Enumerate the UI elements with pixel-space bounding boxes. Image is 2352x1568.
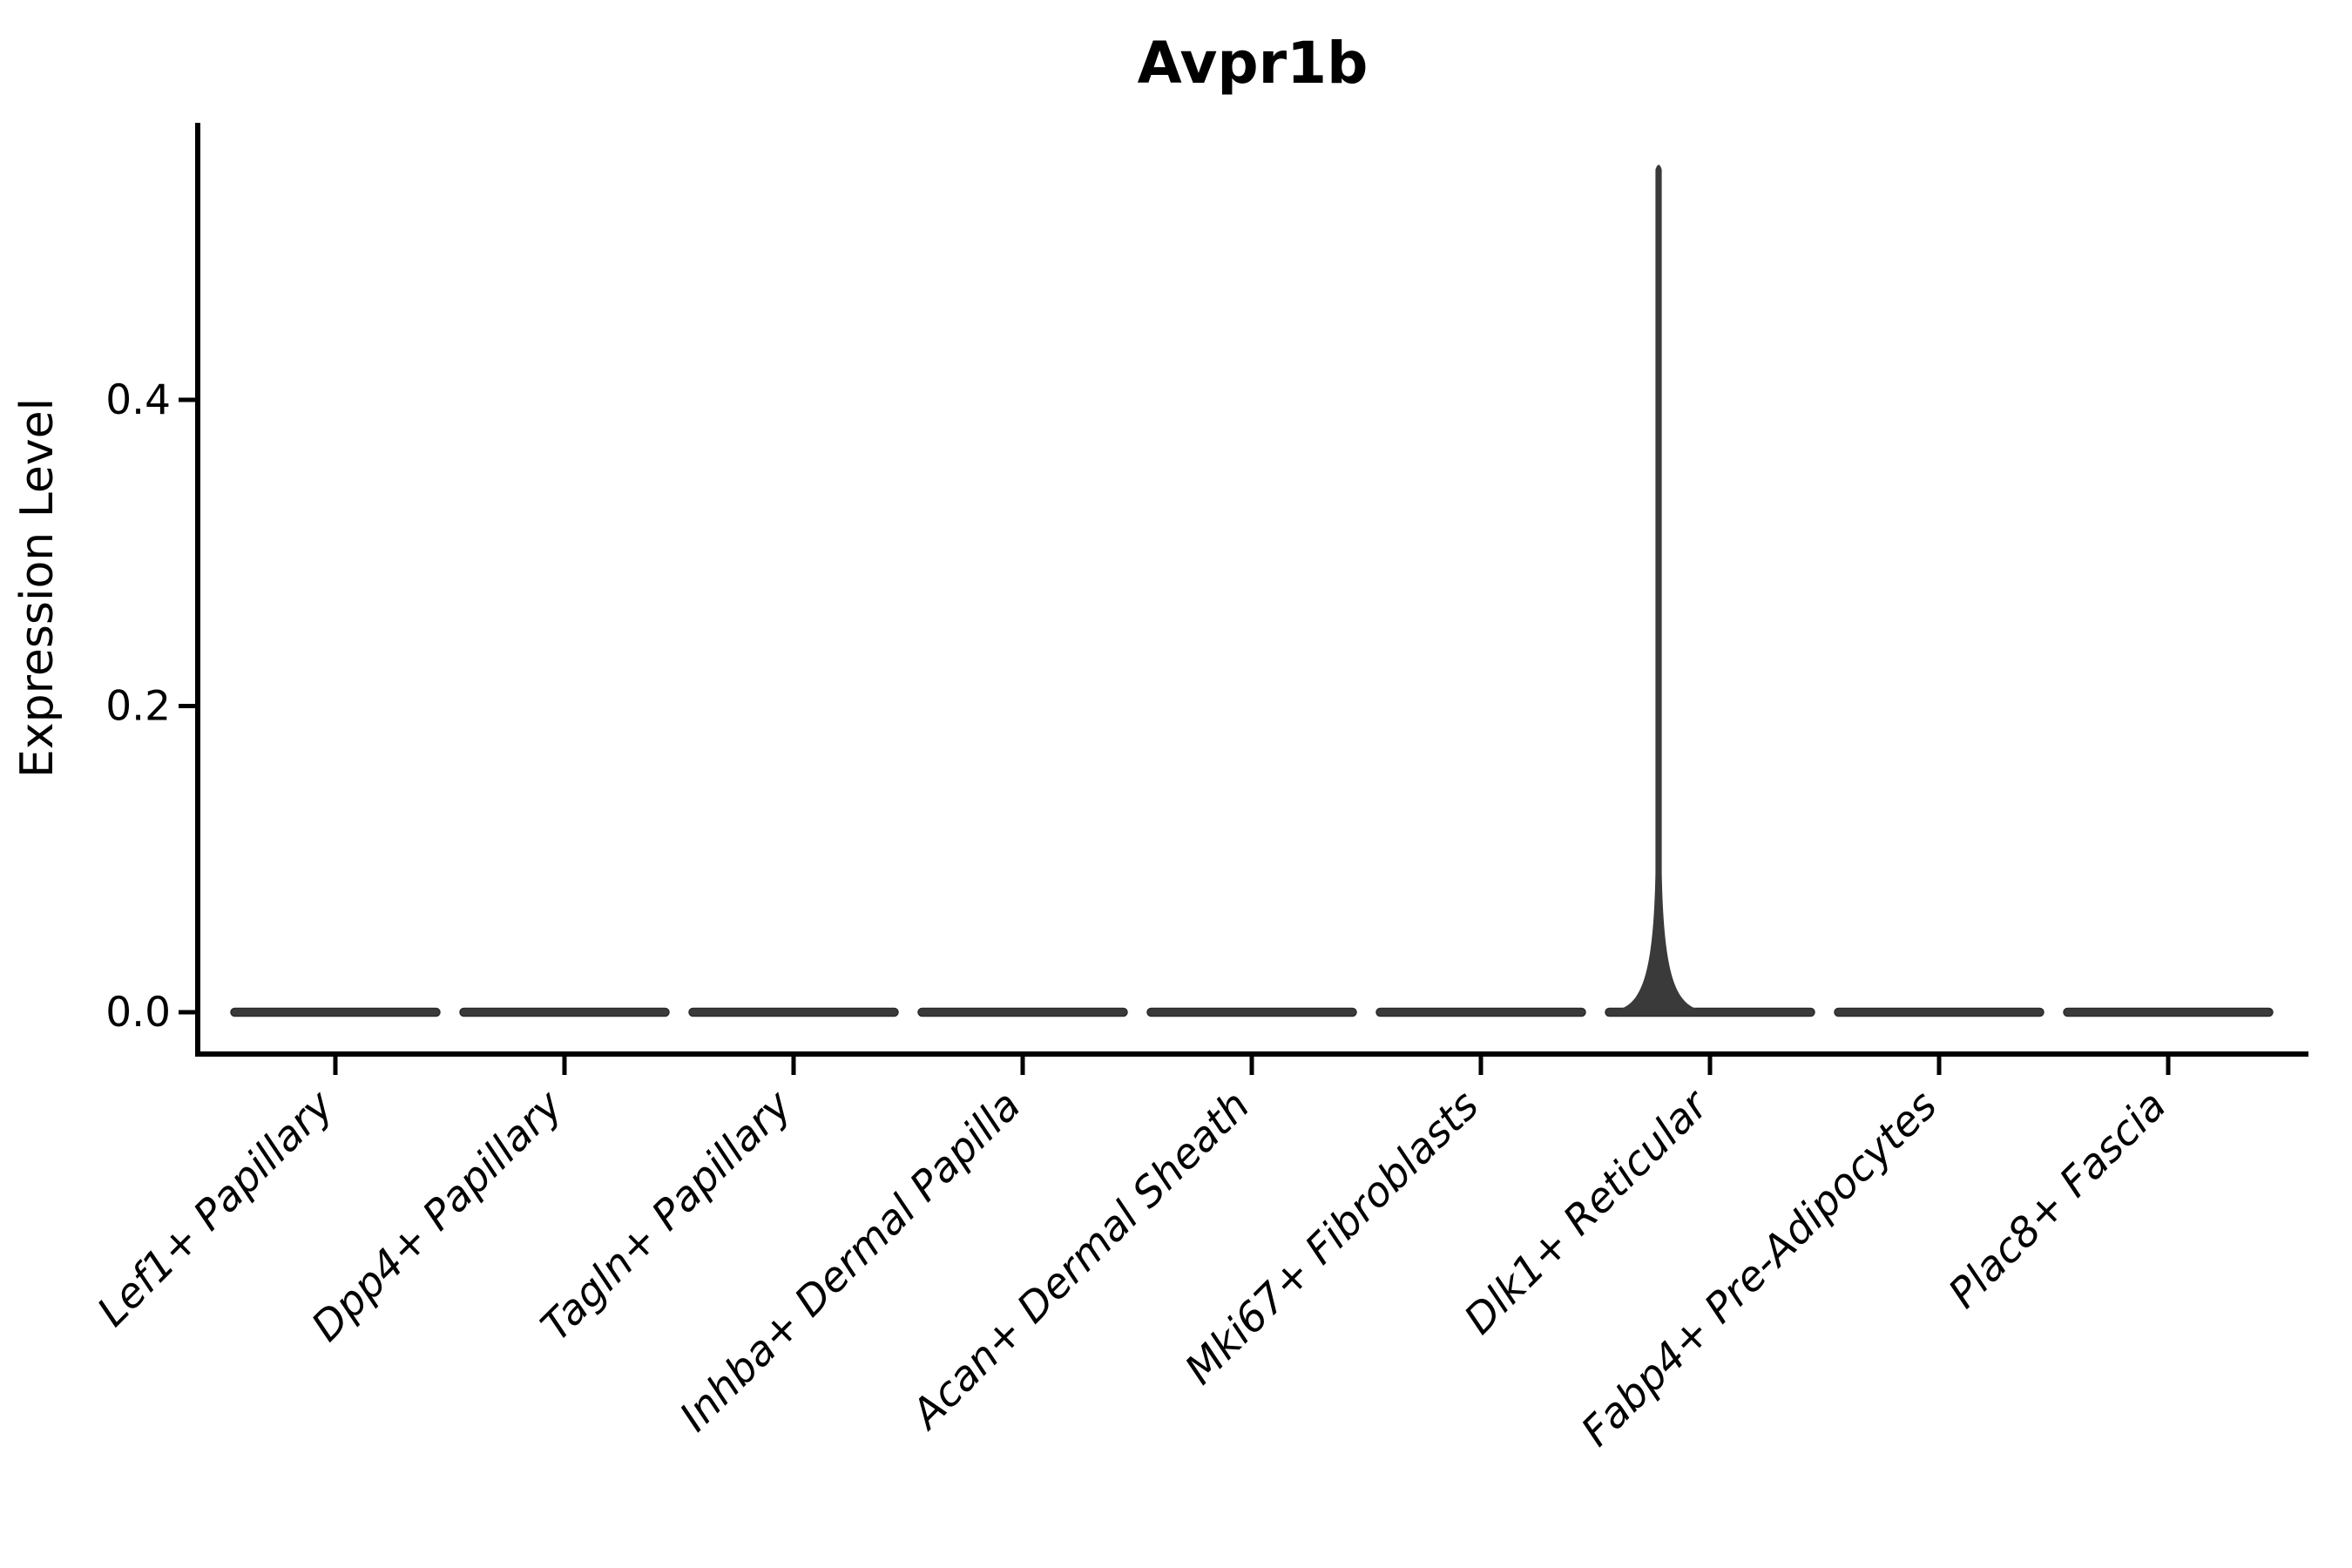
violin-body: [1375, 1007, 1586, 1017]
x-axis-ticks: [333, 1054, 2171, 1075]
violin-body: [2063, 1007, 2274, 1017]
y-tick-label: 0.0: [105, 989, 171, 1037]
chart-title: Avpr1b: [1138, 30, 1369, 97]
y-tick-label: 0.2: [105, 683, 171, 731]
x-tick-label: Plac8+ Fascia: [1939, 1082, 2175, 1318]
violin-body: [459, 1007, 670, 1017]
y-tick-label: 0.4: [105, 376, 171, 424]
x-tick-label: Tagln+ Papillary: [532, 1081, 802, 1351]
x-tick-label: Lef1+ Papillary: [88, 1081, 343, 1336]
violin-body: [917, 1007, 1128, 1017]
violin-body: [688, 1007, 899, 1017]
y-axis-label: Expression Level: [11, 398, 64, 778]
violin-body: [1146, 1007, 1357, 1017]
x-tick-label: Dpp4+ Papillary: [302, 1081, 572, 1351]
x-tick-label: Dlk1+ Reticular: [1456, 1080, 1720, 1344]
violin-body: [230, 1007, 441, 1017]
y-axis-ticks: 0.0 0.2 0.4: [105, 376, 198, 1037]
violin-body: [1834, 1007, 2044, 1017]
violin-shapes: [230, 165, 2274, 1017]
violin-spike: [1613, 165, 1704, 1010]
